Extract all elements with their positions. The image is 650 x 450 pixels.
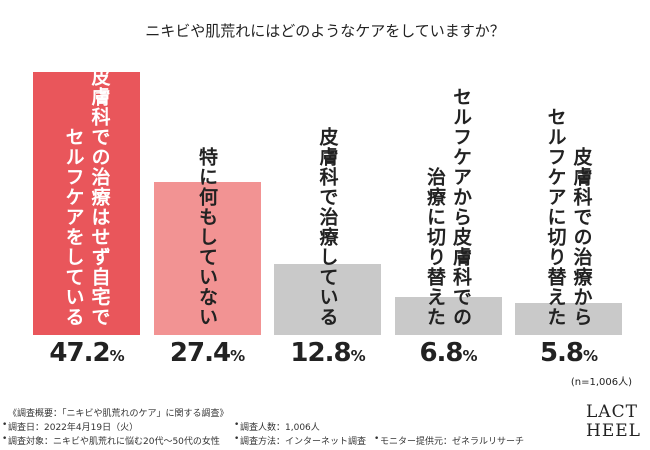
category-label-line: セルフケアに切り替えた xyxy=(544,107,567,327)
bar xyxy=(515,302,622,335)
footnote-heading: 《調査概要：「ニキビや肌荒れのケア」に関する調査》 xyxy=(8,409,229,419)
category-label-line: 皮膚科での治療から xyxy=(570,147,593,327)
category-label-line: セルフケアから皮膚科での xyxy=(450,87,472,327)
sample-note: (n=1,006人) xyxy=(570,377,632,388)
bar xyxy=(33,72,140,335)
bullet: • xyxy=(2,420,8,430)
bullet: • xyxy=(2,434,8,444)
category-label-line: 特に何もしていない xyxy=(196,147,218,327)
footnote: 調査人数：1,006人 xyxy=(240,423,320,433)
category-label: 皮膚科での治療から セルフケアに切り替えた xyxy=(515,107,622,327)
category-label: 皮膚科での治療はせず自宅で セルフケアをしている xyxy=(33,67,140,327)
logo: LACT xyxy=(586,402,638,422)
footnote: 調査日：2022年4月19日（火） xyxy=(8,423,139,433)
category-label-line: 治療に切り替えた xyxy=(424,167,446,327)
bar xyxy=(394,297,502,335)
bar xyxy=(153,182,261,335)
category-label-line: 皮膚科で治療している xyxy=(316,127,339,327)
footnote: 調査対象：ニキビや肌荒れに悩む20代～50代の女性 xyxy=(8,437,220,447)
value-label: 5.8% xyxy=(539,338,598,368)
bullet: • xyxy=(374,434,380,444)
bullet: • xyxy=(234,434,240,444)
category-label: 特に何もしていない xyxy=(154,147,261,327)
category-label-line: セルフケアをしている xyxy=(62,127,85,327)
value-label: 27.4% xyxy=(169,338,245,368)
value-label: 12.8% xyxy=(290,338,365,368)
bar xyxy=(274,263,381,335)
value-label: 6.8% xyxy=(419,338,477,368)
bullet: • xyxy=(234,420,240,430)
category-label: セルフケアから皮膚科での 治療に切り替えた xyxy=(395,87,502,327)
category-label: 皮膚科で治療している xyxy=(274,127,381,327)
footnote: 調査方法：インターネット調査 xyxy=(240,437,367,447)
value-label: 47.2% xyxy=(49,338,124,368)
category-label-line: 皮膚科での治療はせず自宅で xyxy=(88,67,111,327)
logo: HEEL xyxy=(586,421,641,441)
footnote: モニター提供元：ゼネラルリサーチ xyxy=(380,437,525,447)
chart-title: ニキビや肌荒れにはどのようなケアをしていますか？ xyxy=(145,22,505,40)
